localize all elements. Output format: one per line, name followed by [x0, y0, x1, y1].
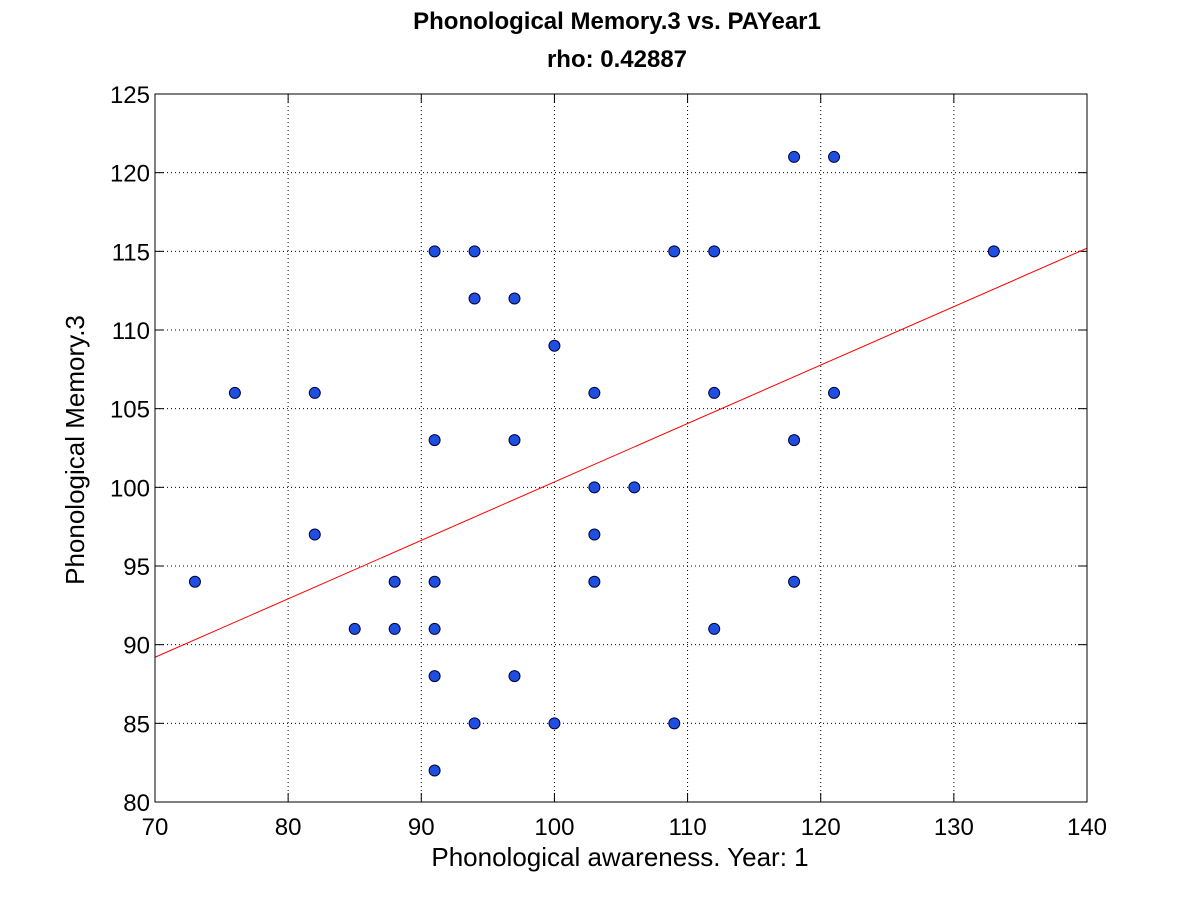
x-tick-label: 140 — [1067, 814, 1107, 841]
y-tick-label: 115 — [112, 239, 150, 266]
y-tick-labels: 80 85 90 95 100 105 110 115 120 125 — [110, 82, 150, 817]
data-point — [708, 622, 721, 635]
grid — [155, 94, 1087, 802]
data-point — [708, 386, 721, 399]
data-point — [428, 245, 441, 258]
y-tick-label: 95 — [123, 554, 150, 581]
x-tick-label: 80 — [275, 814, 302, 841]
y-tick-label: 120 — [110, 161, 150, 188]
data-point — [987, 245, 1000, 258]
data-point — [788, 434, 801, 447]
data-point — [468, 717, 481, 730]
y-tick-label: 110 — [112, 318, 150, 345]
data-point — [588, 481, 601, 494]
chart-subtitle: rho: 0.42887 — [547, 46, 687, 73]
data-point — [508, 434, 521, 447]
data-points — [188, 150, 1000, 777]
data-point — [228, 386, 241, 399]
x-tick-label: 120 — [801, 814, 841, 841]
x-axis-label: Phonological awareness. Year: 1 — [431, 842, 808, 872]
data-point — [588, 528, 601, 541]
data-point — [828, 386, 841, 399]
data-point — [388, 575, 401, 588]
data-point — [468, 245, 481, 258]
x-tick-labels: 70 80 90 100 110 120 130 140 — [142, 814, 1107, 841]
data-point — [588, 386, 601, 399]
data-point — [628, 481, 641, 494]
data-point — [508, 292, 521, 305]
data-point — [548, 339, 561, 352]
data-point — [668, 717, 681, 730]
data-point — [788, 575, 801, 588]
data-point — [828, 150, 841, 163]
data-point — [428, 622, 441, 635]
regression-line — [154, 247, 1088, 658]
data-point — [308, 528, 321, 541]
data-point — [548, 717, 561, 730]
data-point — [508, 670, 521, 683]
x-tick-label: 130 — [934, 814, 974, 841]
data-point — [428, 764, 441, 777]
chart-title: Phonological Memory.3 vs. PAYear1 — [413, 8, 821, 35]
y-tick-label: 105 — [110, 397, 150, 424]
plot-area-frame — [154, 93, 1088, 803]
x-tick-label: 90 — [408, 814, 435, 841]
x-tick-label: 100 — [534, 814, 574, 841]
fit-line-group — [154, 247, 1088, 658]
data-point — [428, 575, 441, 588]
y-tick-label: 125 — [110, 82, 150, 109]
data-point — [428, 434, 441, 447]
data-point — [668, 245, 681, 258]
x-tick-label: 70 — [142, 814, 169, 841]
y-tick-label: 85 — [123, 711, 150, 738]
y-tick-label: 90 — [123, 633, 150, 660]
y-tick-label: 80 — [123, 790, 150, 817]
x-tick-label: 110 — [668, 814, 706, 841]
data-point — [388, 622, 401, 635]
y-axis-label: Phonological Memory.3 — [60, 315, 90, 585]
data-point — [188, 575, 201, 588]
data-point — [708, 245, 721, 258]
data-point — [428, 670, 441, 683]
data-point — [308, 386, 321, 399]
data-point — [348, 622, 361, 635]
data-point — [788, 150, 801, 163]
data-point — [468, 292, 481, 305]
data-point — [588, 575, 601, 588]
y-tick-label: 100 — [110, 475, 150, 502]
